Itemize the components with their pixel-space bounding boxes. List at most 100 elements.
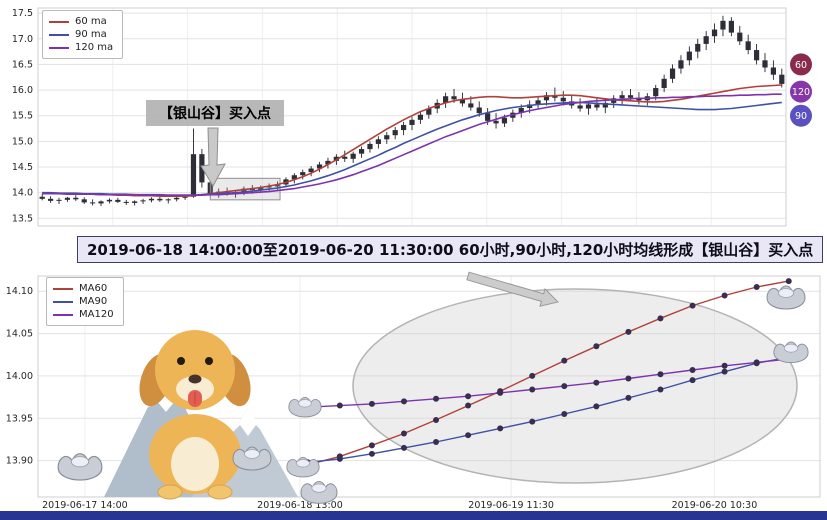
candle-body <box>350 153 356 159</box>
axis-label: 16.0 <box>12 85 33 96</box>
ma-badge-90 <box>790 104 812 127</box>
dog-chest <box>171 437 219 491</box>
MA120-line <box>307 358 789 408</box>
candle-body <box>535 100 541 105</box>
candle-body <box>737 32 743 42</box>
data-point-marker <box>368 400 375 407</box>
legend-swatch-60ma <box>49 20 69 23</box>
data-point-marker <box>561 383 568 390</box>
data-point-marker <box>753 359 760 366</box>
data-point-marker <box>625 328 632 335</box>
data-point-marker <box>689 377 696 384</box>
plot-border <box>37 275 821 498</box>
legend-item-120ma: 120 ma <box>49 41 113 54</box>
candle-body <box>274 184 281 187</box>
silver-ingot-icon <box>773 341 809 364</box>
data-point-marker <box>465 432 472 439</box>
candle-body <box>392 130 398 136</box>
legend-label-ma60: MA60 <box>79 283 108 294</box>
ma-badge-60 <box>790 53 812 76</box>
candle-body <box>106 199 113 202</box>
axis-label: 15.5 <box>12 111 33 122</box>
candle-body <box>73 197 79 200</box>
candle-body <box>653 88 659 97</box>
candle-body <box>711 29 718 37</box>
candle-body <box>115 199 121 202</box>
data-point-marker <box>529 386 536 393</box>
data-point-marker <box>561 411 568 418</box>
candle-body <box>560 97 566 102</box>
candle-body <box>400 124 407 131</box>
legend-swatch-ma90 <box>53 300 73 303</box>
MA60-line <box>307 280 789 466</box>
data-point-marker <box>593 403 600 410</box>
data-point-marker <box>785 278 792 285</box>
axis-label: 16.5 <box>12 59 33 70</box>
legend-label-ma90: MA90 <box>79 296 108 307</box>
highlight-ellipse <box>352 288 798 484</box>
data-point-marker <box>465 402 472 409</box>
candle-body <box>720 20 726 30</box>
data-point-marker <box>657 315 664 322</box>
candle-body <box>266 186 272 188</box>
candle-body <box>585 104 592 109</box>
dog-mascot-illustration <box>104 330 298 500</box>
pattern-banner: 2019-06-18 14:00:00至2019-06-20 11:30:00 … <box>77 236 824 263</box>
axis-label: 14.5 <box>12 162 33 173</box>
axis-label: 90 <box>795 111 807 122</box>
candle-body <box>241 188 247 193</box>
candle-body <box>132 201 138 203</box>
axis-label: 2019-06-18 13:00 <box>257 500 343 511</box>
data-point-marker <box>529 372 536 379</box>
axis-label: 60 <box>795 60 807 71</box>
candle-body <box>627 95 634 98</box>
legend-swatch-120ma <box>49 46 69 49</box>
legend-item-60ma: 60 ma <box>49 15 113 28</box>
axis-label: 13.5 <box>12 213 33 224</box>
axis-label: 2019-06-17 14:00 <box>42 500 128 511</box>
silver-ingot-icon <box>286 456 320 478</box>
data-point-marker <box>753 284 760 291</box>
candle-body <box>316 164 323 169</box>
axis-label: 14.0 <box>12 188 33 199</box>
legend-item-ma90: MA90 <box>53 295 114 308</box>
candle-body <box>703 36 709 44</box>
candle-body <box>325 160 331 165</box>
candle-body <box>686 51 692 61</box>
axis-label: 13.95 <box>6 413 33 424</box>
silver-ingot-icon <box>57 453 103 481</box>
top-chart-legend: 60 ma 90 ma 120 ma <box>42 10 124 59</box>
candle-body <box>426 108 432 115</box>
candle-body <box>123 201 129 203</box>
candle-body <box>81 199 87 203</box>
data-point-marker <box>561 357 568 364</box>
candle-body <box>661 78 667 89</box>
legend-swatch-ma120 <box>53 313 73 316</box>
candle-body <box>594 104 600 108</box>
data-point-marker <box>625 375 632 382</box>
candle-body <box>375 139 381 144</box>
silver-ingot-icon <box>766 285 806 310</box>
data-point-marker <box>689 366 696 373</box>
candle-body <box>762 60 768 68</box>
data-point-marker <box>465 393 472 400</box>
data-point-marker <box>400 444 407 451</box>
candle-body <box>342 156 348 159</box>
candle-body <box>291 175 297 180</box>
candle-body <box>409 119 415 125</box>
candle-body <box>745 41 751 51</box>
data-point-marker <box>721 362 728 369</box>
candle-body <box>543 95 550 101</box>
top-candlestick-chart: 13.5 14.0 14.5 15.0 15.5 16.0 16.5 17.0 17.5 60 12… <box>12 7 812 227</box>
legend-label-120ma: 120 ma <box>75 42 114 53</box>
axis-label: 120 <box>792 87 810 98</box>
data-point-marker <box>336 402 343 409</box>
axis-label: 15.0 <box>12 136 33 147</box>
data-point-marker <box>497 425 504 432</box>
candle-body <box>39 196 45 199</box>
candle-body <box>619 95 625 99</box>
candle-body <box>367 143 373 150</box>
dog-paw <box>207 484 233 500</box>
candle-body <box>501 117 508 124</box>
